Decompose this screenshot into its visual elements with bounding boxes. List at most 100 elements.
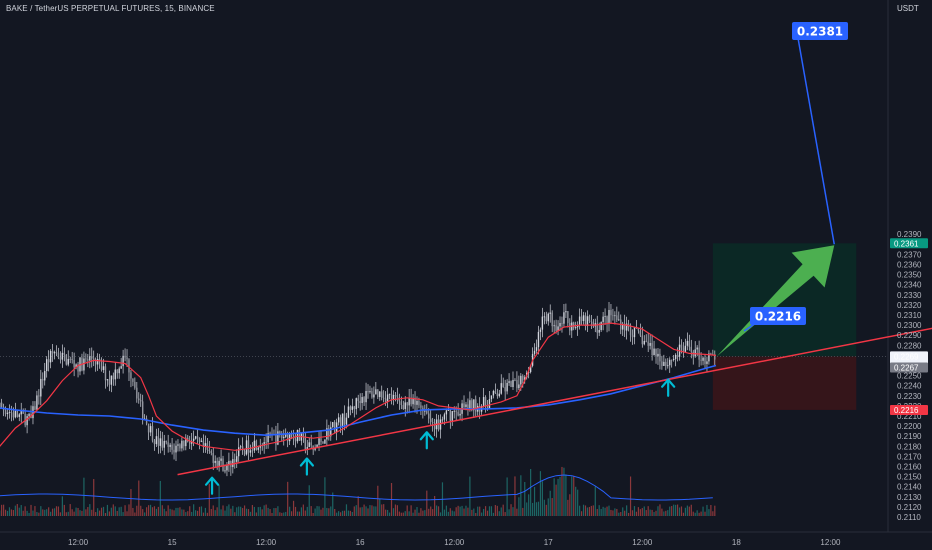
candle	[604, 308, 606, 325]
volume-bar	[132, 507, 134, 516]
candle	[649, 334, 651, 350]
candle-body	[667, 365, 669, 367]
volume-bar	[626, 505, 628, 516]
candle	[337, 413, 340, 426]
volume-bar	[332, 492, 334, 516]
candle	[153, 439, 156, 451]
candle	[351, 398, 354, 414]
volume-bar	[510, 504, 512, 516]
candle	[670, 359, 673, 368]
candle-body	[249, 450, 252, 453]
volume-bar	[298, 511, 301, 516]
price-tick-label: 0.2140	[897, 483, 922, 492]
candle	[110, 375, 113, 393]
volume-bar	[481, 512, 483, 516]
volume-bar	[616, 508, 618, 516]
candle-body	[53, 352, 56, 354]
candle	[457, 403, 459, 417]
candle-body	[402, 404, 404, 409]
volume-bar	[97, 508, 99, 516]
volume-bar	[383, 504, 385, 516]
volume-bar	[61, 496, 63, 516]
volume-bar	[6, 510, 9, 516]
volume-bar	[590, 505, 592, 516]
candle-body	[218, 460, 220, 466]
time-tick-label: 15	[168, 538, 177, 547]
price-badge-bg	[890, 362, 928, 373]
volume-bar	[557, 478, 559, 516]
volume-bar	[8, 507, 11, 516]
volume-bar	[563, 467, 565, 516]
candle	[661, 355, 663, 370]
candle	[643, 335, 645, 346]
volume-bar	[273, 508, 275, 516]
volume-bar	[4, 509, 7, 516]
candle	[20, 402, 22, 423]
candle	[690, 339, 692, 359]
volume-bar	[475, 512, 477, 516]
volume-bar	[708, 509, 710, 516]
candle-body	[20, 410, 22, 415]
candle-body	[665, 361, 667, 367]
candle	[124, 348, 126, 362]
volume-bar	[144, 512, 146, 516]
candle	[557, 320, 559, 336]
candle	[506, 379, 508, 395]
candle	[198, 437, 201, 450]
volume-bar	[283, 512, 285, 516]
volume-bar	[285, 511, 287, 516]
candle-body	[441, 419, 444, 421]
volume-bar	[71, 509, 73, 516]
price-tick-label: 0.2200	[897, 422, 922, 431]
candle	[377, 389, 379, 400]
candle-body	[38, 395, 40, 397]
volume-bar	[445, 505, 447, 516]
volume-bar	[371, 505, 373, 516]
candle-body	[130, 372, 132, 379]
candle	[398, 393, 401, 410]
candle	[459, 408, 461, 421]
candle	[357, 394, 359, 409]
candle	[533, 343, 536, 356]
candle-body	[255, 440, 258, 450]
candle-body	[200, 440, 203, 442]
candle-body	[484, 397, 487, 406]
candle	[367, 384, 369, 399]
candle	[428, 408, 430, 424]
price-tick-label: 0.2130	[897, 493, 922, 502]
volume-bar	[171, 509, 173, 516]
volume-bar	[38, 512, 40, 516]
candle	[322, 440, 324, 444]
candle-body	[643, 340, 645, 345]
candle	[580, 309, 583, 325]
volume-bar	[10, 509, 13, 516]
candle	[275, 425, 277, 451]
volume-bar	[553, 478, 555, 516]
candle-body	[318, 438, 320, 445]
candle	[623, 314, 626, 338]
candle	[34, 401, 36, 411]
volume-bar	[467, 507, 469, 516]
candle-body	[47, 359, 50, 363]
candle-body	[161, 438, 163, 448]
candle-body	[433, 422, 436, 430]
candle-body	[96, 358, 99, 365]
candle	[324, 439, 326, 445]
candle	[494, 383, 497, 395]
volume-bar	[36, 512, 38, 516]
volume-bar	[214, 510, 216, 516]
candle-body	[500, 383, 502, 394]
candle	[684, 338, 687, 353]
volume-bar	[459, 506, 461, 516]
volume-bar	[443, 509, 446, 516]
candle-body	[494, 390, 497, 394]
candle-body	[504, 387, 506, 392]
candle-body	[431, 421, 434, 423]
candle	[259, 438, 261, 455]
candle-body	[428, 413, 430, 419]
volume-bar	[522, 507, 524, 516]
candle	[6, 407, 9, 420]
candle	[249, 444, 252, 457]
volume-bar	[549, 490, 551, 516]
